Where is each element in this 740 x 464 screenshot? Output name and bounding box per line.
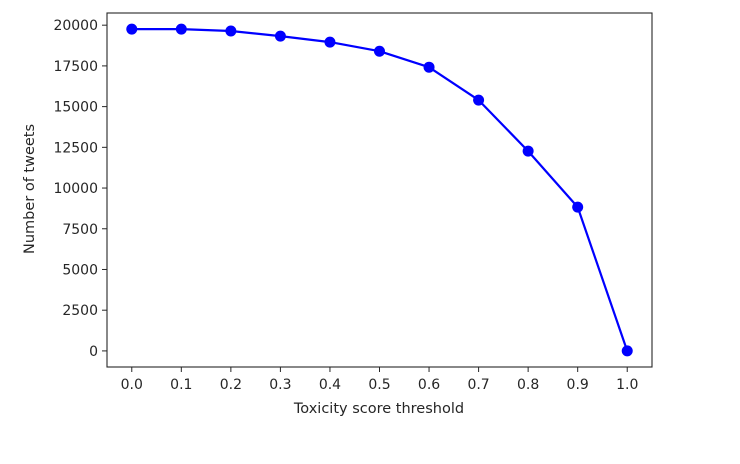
x-tick-label: 0.5: [368, 377, 390, 393]
y-tick-label: 7500: [62, 222, 98, 238]
data-point: [522, 145, 534, 157]
x-tick-label: 1.0: [616, 377, 638, 393]
data-point: [324, 36, 336, 48]
y-axis-label: Number of tweets: [22, 124, 38, 254]
x-tick-label: 0.1: [170, 377, 192, 393]
x-tick-label: 0.0: [121, 377, 143, 393]
x-tick-label: 0.8: [517, 377, 539, 393]
data-point: [572, 201, 584, 213]
data-point: [274, 30, 286, 42]
data-point: [473, 94, 485, 106]
x-tick-label: 0.6: [418, 377, 440, 393]
data-point: [126, 23, 138, 35]
y-axis: 0 2500 5000 7500 10000 12500 15000 17500 20000: [53, 18, 107, 360]
y-tick-label: 5000: [62, 262, 98, 278]
y-tick-label: 10000: [53, 181, 98, 197]
x-tick-label: 0.3: [269, 377, 291, 393]
data-line: [131, 28, 629, 352]
y-tick-label: 15000: [53, 100, 98, 116]
x-tick-label: 0.4: [319, 377, 341, 393]
y-tick-label: 12500: [53, 140, 98, 156]
y-tick-label: 20000: [53, 18, 98, 34]
y-tick-label: 0: [89, 344, 98, 360]
plot-area: [106, 12, 653, 368]
data-point: [374, 45, 385, 57]
data-point: [225, 25, 237, 37]
x-axis-label: Toxicity score threshold: [293, 401, 464, 417]
x-tick-label: 0.2: [220, 377, 242, 393]
y-tick-label: 17500: [53, 59, 98, 75]
data-point: [621, 345, 633, 357]
axes-frame: [106, 12, 653, 368]
y-tick-label: 2500: [62, 303, 98, 319]
x-axis: 0.0 0.1 0.2 0.3 0.4 0.5 0.6 0.7 0.8 0.9 1.0: [121, 367, 638, 393]
data-point: [175, 23, 187, 35]
x-tick-label: 0.9: [567, 377, 589, 393]
x-tick-label: 0.7: [467, 377, 489, 393]
data-point: [423, 61, 435, 73]
